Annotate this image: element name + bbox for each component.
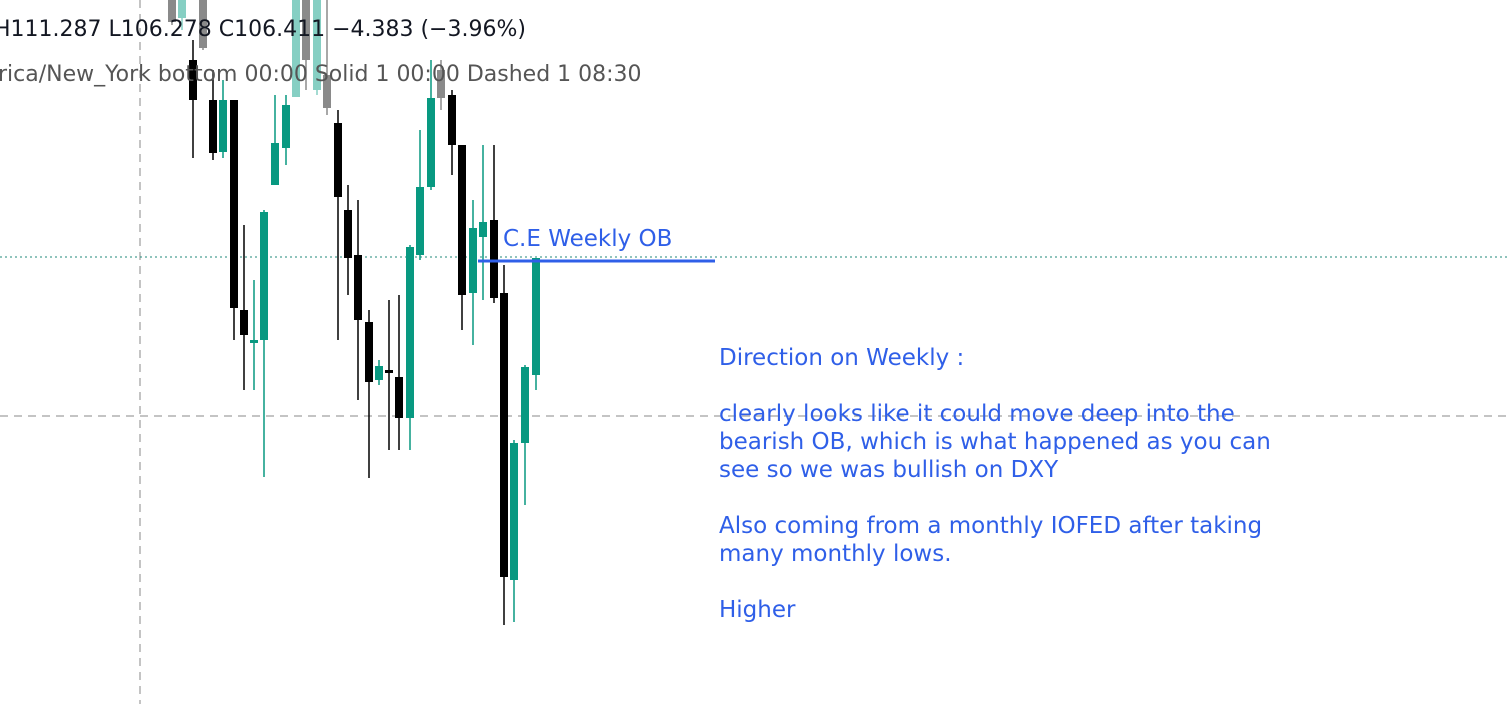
candle-body: [230, 100, 238, 308]
note-line: see so we was bullish on DXY: [719, 457, 1059, 483]
candle-body: [250, 340, 258, 343]
candle-body: [292, 0, 300, 97]
candle-body: [260, 212, 268, 340]
candle-body: [375, 366, 383, 380]
candle-body: [282, 105, 290, 148]
ce-label: C.E Weekly OB: [503, 226, 672, 252]
session-legend: rica/New_York bottom 00:00 Solid 1 00:00…: [0, 62, 642, 87]
candle-body: [469, 228, 477, 293]
candle-body: [323, 75, 331, 108]
candle-body: [479, 222, 487, 237]
candle-body: [189, 60, 197, 100]
note-line: Also coming from a monthly IOFED after t…: [719, 513, 1262, 539]
candle-body: [416, 187, 424, 255]
candle-body: [427, 98, 435, 187]
candle-body: [510, 443, 518, 580]
note-line: many monthly lows.: [719, 541, 952, 567]
candle-body: [199, 0, 207, 48]
ohlc-legend: H111.287 L106.278 C106.411 −4.383 (−3.96…: [0, 17, 526, 42]
candle-body: [532, 258, 540, 375]
candle-body: [395, 377, 403, 418]
note-line: clearly looks like it could move deep in…: [719, 401, 1235, 427]
candle-body: [178, 0, 186, 18]
candle-body: [313, 0, 321, 90]
candles: [168, 0, 540, 625]
candle-body: [344, 210, 352, 258]
candle-body: [240, 310, 248, 335]
note-line: Direction on Weekly :: [719, 345, 964, 371]
candle-body: [354, 255, 362, 320]
candle-body: [385, 370, 393, 373]
candle-body: [406, 247, 414, 418]
candle-body: [500, 293, 508, 577]
candle-body: [365, 322, 373, 382]
candle-body: [271, 143, 279, 185]
note: Direction on Weekly : clearly looks like …: [719, 345, 1271, 623]
candle-body: [448, 95, 456, 145]
candle-body: [168, 0, 176, 22]
candle-body: [521, 367, 529, 443]
candle-body: [302, 0, 310, 60]
note-line: Higher: [719, 597, 796, 623]
candle-body: [458, 145, 466, 295]
note-line: bearish OB, which is what happened as yo…: [719, 429, 1271, 455]
candle-body: [437, 70, 445, 98]
candle-body: [209, 100, 217, 153]
candle-body: [334, 123, 342, 197]
candle-body: [219, 100, 227, 152]
candle-body: [490, 220, 498, 298]
